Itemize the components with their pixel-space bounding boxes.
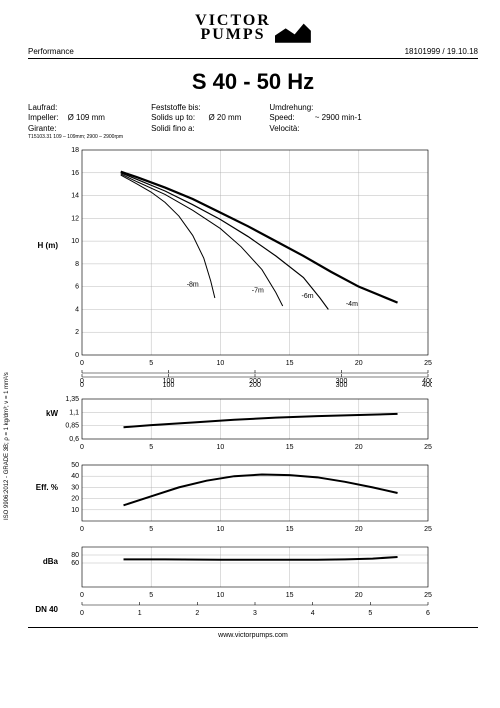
spec: Feststoffe bis: xyxy=(151,103,241,113)
svg-text:20: 20 xyxy=(355,592,363,599)
svg-text:2: 2 xyxy=(75,330,79,337)
x2title: DN 40 xyxy=(28,605,58,614)
chart-eff: Eff. % 10203040500510152025Q (m³/h) xyxy=(62,461,478,537)
svg-text:30: 30 xyxy=(71,485,79,492)
svg-text:15: 15 xyxy=(286,526,294,533)
svg-text:20: 20 xyxy=(355,360,363,367)
page-title: S 40 - 50 Hz xyxy=(28,69,478,95)
chart-dba: dBa DN 40 60800510152025Q (m³/h)0123456m… xyxy=(62,543,478,621)
specs: Laufrad: Impeller: Ø 109 mm Girante: T15… xyxy=(28,103,478,141)
svg-text:14: 14 xyxy=(71,193,79,200)
svg-text:3: 3 xyxy=(253,610,257,617)
divider xyxy=(28,627,478,628)
spec: Solids up to: Ø 20 mm xyxy=(151,113,241,123)
ylabel-dBa: dBa xyxy=(28,557,58,566)
svg-text:50: 50 xyxy=(71,462,79,469)
svg-text:16: 16 xyxy=(71,170,79,177)
svg-text:4: 4 xyxy=(311,610,315,617)
header-right: 18101999 / 19.10.18 xyxy=(405,47,478,56)
svg-text:2: 2 xyxy=(195,610,199,617)
svg-text:15: 15 xyxy=(286,592,294,599)
svg-text:5: 5 xyxy=(149,444,153,451)
header: Performance 18101999 / 19.10.18 xyxy=(28,47,478,56)
svg-text:-6m: -6m xyxy=(302,294,314,301)
ylabel-H: H (m) xyxy=(28,241,58,250)
ylabel-kW: kW xyxy=(28,409,58,418)
spec: Solidi fino a: xyxy=(151,124,241,134)
spec: Speed: ~ 2900 min-1 xyxy=(269,113,361,123)
svg-text:-7m: -7m xyxy=(252,288,264,295)
svg-text:20: 20 xyxy=(355,526,363,533)
svg-text:60: 60 xyxy=(71,560,79,567)
svg-text:0,85: 0,85 xyxy=(65,423,79,430)
spec: Laufrad: xyxy=(28,103,123,113)
chart-head: H (m) 0246810121416180510152025Q (m³/h)0… xyxy=(62,146,478,389)
svg-text:0: 0 xyxy=(80,444,84,451)
ylabel-Eff: Eff. % xyxy=(28,483,58,492)
svg-text:1,35: 1,35 xyxy=(65,396,79,403)
svg-text:20: 20 xyxy=(71,496,79,503)
svg-text:4: 4 xyxy=(75,307,79,314)
svg-text:10: 10 xyxy=(217,360,225,367)
spec: Velocità: xyxy=(269,124,361,134)
svg-text:10: 10 xyxy=(71,239,79,246)
svg-text:5: 5 xyxy=(149,592,153,599)
footer: www.victorpumps.com xyxy=(28,632,478,639)
svg-text:25: 25 xyxy=(424,592,432,599)
header-left: Performance xyxy=(28,47,74,56)
spec: T15103.31 109 – 109mm; 2900 – 2900rpm xyxy=(28,134,123,141)
svg-text:15: 15 xyxy=(286,360,294,367)
svg-text:6: 6 xyxy=(75,284,79,291)
svg-text:25: 25 xyxy=(424,444,432,451)
svg-text:0,6: 0,6 xyxy=(69,436,79,443)
svg-text:15: 15 xyxy=(286,444,294,451)
svg-text:0: 0 xyxy=(75,352,79,359)
svg-text:0: 0 xyxy=(80,610,84,617)
svg-text:0: 0 xyxy=(80,360,84,367)
svg-text:12: 12 xyxy=(71,216,79,223)
svg-text:18: 18 xyxy=(71,147,79,154)
svg-text:400: 400 xyxy=(422,382,432,389)
svg-text:6: 6 xyxy=(426,610,430,617)
svg-text:40: 40 xyxy=(71,474,79,481)
svg-text:20: 20 xyxy=(355,444,363,451)
svg-text:0: 0 xyxy=(80,592,84,599)
side-note: ISO 9906:2012 - GRADE 3B; ρ = 1 kg/dm³; … xyxy=(4,372,10,520)
svg-text:10: 10 xyxy=(71,507,79,514)
svg-text:5: 5 xyxy=(149,526,153,533)
logo-icon xyxy=(275,19,311,43)
svg-text:0: 0 xyxy=(80,382,84,389)
spec: Umdrehung: xyxy=(269,103,361,113)
svg-text:80: 80 xyxy=(71,552,79,559)
svg-text:25: 25 xyxy=(424,526,432,533)
svg-text:8: 8 xyxy=(75,261,79,268)
svg-text:25: 25 xyxy=(424,360,432,367)
logo-line2: PUMPS xyxy=(195,28,271,42)
svg-text:10: 10 xyxy=(217,526,225,533)
spec: Impeller: Ø 109 mm xyxy=(28,113,123,123)
svg-text:-4m: -4m xyxy=(346,301,358,308)
svg-text:0: 0 xyxy=(80,526,84,533)
svg-text:100: 100 xyxy=(163,382,175,389)
svg-text:1,1: 1,1 xyxy=(69,410,79,417)
chart-kw: kW 0,60,851,11,350510152025Q (m³/h) xyxy=(62,395,478,455)
svg-text:300: 300 xyxy=(336,382,348,389)
svg-text:200: 200 xyxy=(249,382,261,389)
logo: VICTOR PUMPS xyxy=(28,14,478,43)
svg-text:10: 10 xyxy=(217,592,225,599)
svg-text:-8m: -8m xyxy=(187,282,199,289)
svg-text:5: 5 xyxy=(368,610,372,617)
svg-text:1: 1 xyxy=(138,610,142,617)
spec: Girante: xyxy=(28,124,123,134)
svg-text:10: 10 xyxy=(217,444,225,451)
divider xyxy=(28,58,478,59)
svg-text:5: 5 xyxy=(149,360,153,367)
